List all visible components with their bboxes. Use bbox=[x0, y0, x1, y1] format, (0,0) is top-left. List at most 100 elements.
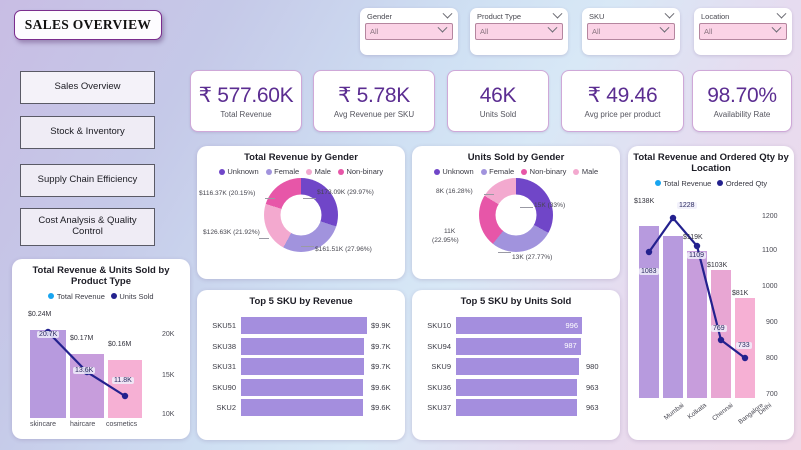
chevron-down-icon[interactable] bbox=[776, 8, 787, 19]
donut-ring[interactable] bbox=[264, 178, 338, 253]
bar-label-haircare: $0.17M bbox=[70, 335, 94, 342]
leader-line bbox=[498, 252, 511, 254]
legend-label: Male bbox=[314, 167, 331, 177]
kpi-avg-price-per-product: ₹ 49.46 Avg price per product bbox=[561, 70, 684, 132]
chart-units-sold-by-gender: Units Sold by Gender Unknown Female Non-… bbox=[412, 146, 620, 279]
legend-item-male[interactable]: Male bbox=[573, 167, 598, 176]
legend-item-male[interactable]: Male bbox=[306, 167, 331, 176]
legend-swatch-icon bbox=[480, 168, 487, 175]
table-row[interactable]: SKU94 987 bbox=[416, 337, 612, 355]
donut-label-female: 13K (27.77%) bbox=[512, 254, 553, 262]
legend-swatch-icon bbox=[573, 168, 580, 175]
bar-kolkata[interactable] bbox=[663, 236, 683, 398]
leader-line bbox=[520, 207, 533, 209]
slicer-gender-value-box[interactable]: All bbox=[365, 22, 453, 40]
legend-item-total-revenue[interactable]: Total Revenue bbox=[48, 292, 105, 301]
table-row[interactable]: SKU38 $9.7K bbox=[201, 337, 397, 355]
row-bar bbox=[241, 358, 365, 376]
legend-label: Male bbox=[581, 167, 599, 177]
chart-legend: Unknown Female Male Non-binary bbox=[197, 163, 405, 176]
chevron-down-icon[interactable] bbox=[771, 22, 782, 33]
chevron-down-icon[interactable] bbox=[437, 22, 448, 33]
ordered-qty-line bbox=[645, 214, 749, 362]
table-row[interactable]: SKU2 $9.6K bbox=[201, 399, 397, 417]
legend-item-female[interactable]: Female bbox=[265, 167, 300, 177]
bar-bangalore[interactable] bbox=[711, 270, 731, 398]
row-label: SKU36 bbox=[427, 382, 451, 392]
row-value: 963 bbox=[586, 403, 599, 413]
row-bar: 987 bbox=[456, 337, 581, 355]
kpi-value: 46K bbox=[479, 83, 517, 107]
page-title: SALES OVERVIEW bbox=[14, 10, 162, 40]
data-point-bangalore bbox=[717, 336, 725, 344]
chevron-down-icon[interactable] bbox=[552, 8, 563, 19]
donut-plot-area: 15K (33%) 13K (27.77%) 11K (22.95%) 8K (… bbox=[412, 176, 620, 268]
slicer-sku-value-box[interactable]: All bbox=[587, 22, 675, 40]
sidebar-item-sales-overview[interactable]: Sales Overview bbox=[20, 71, 155, 104]
chevron-down-icon[interactable] bbox=[547, 22, 558, 33]
donut-ring[interactable] bbox=[479, 178, 553, 253]
table-row[interactable]: SKU51 $9.9K bbox=[201, 317, 397, 335]
legend-swatch-icon bbox=[265, 168, 272, 175]
bar-haircare[interactable] bbox=[70, 354, 104, 418]
bar-label-bangalore: $103K bbox=[707, 262, 728, 269]
row-value: $9.6K bbox=[371, 403, 391, 413]
kpi-label: Total Revenue bbox=[220, 110, 272, 119]
row-track bbox=[241, 358, 367, 376]
legend-label: Female bbox=[274, 167, 300, 177]
kpi-label: Avg Revenue per SKU bbox=[333, 110, 415, 119]
ytick-900: 900 bbox=[766, 319, 778, 326]
slicer-location-value-box[interactable]: All bbox=[699, 22, 787, 40]
legend-item-unknown[interactable]: Unknown bbox=[433, 167, 474, 176]
chevron-down-icon[interactable] bbox=[659, 22, 670, 33]
slicer-location-header: Location bbox=[699, 8, 787, 23]
product-type-plot-area: $0.24M $0.17M $0.16M 20.7K 13.6K 11.8K s… bbox=[26, 311, 144, 428]
line-label-mumbai: 1083 bbox=[639, 268, 659, 275]
table-row[interactable]: SKU9 980 bbox=[416, 358, 612, 376]
table-row[interactable]: SKU31 $9.7K bbox=[201, 358, 397, 376]
table-row[interactable]: SKU36 963 bbox=[416, 378, 612, 396]
legend-item-ordered-qty[interactable]: Ordered Qty bbox=[717, 179, 767, 188]
ytick-10K: 10K bbox=[162, 411, 175, 418]
table-row[interactable]: SKU37 963 bbox=[416, 399, 612, 417]
slicer-product-type-value-box[interactable]: All bbox=[475, 22, 563, 40]
legend-item-female[interactable]: Female bbox=[480, 167, 514, 176]
sku-units-bar-list: SKU10 996 SKU94 987 SKU9 980 SKU36 963 S… bbox=[412, 307, 620, 417]
donut-label-non-binary-1: 11K bbox=[444, 228, 456, 236]
legend-label: Ordered Qty bbox=[725, 178, 768, 188]
legend-item-unknown[interactable]: Unknown bbox=[218, 167, 259, 176]
row-bar bbox=[241, 399, 364, 417]
legend-item-units-sold[interactable]: Units Sold bbox=[110, 292, 154, 301]
legend-item-non-binary[interactable]: Non-binary bbox=[521, 167, 566, 176]
chevron-down-icon[interactable] bbox=[664, 8, 675, 19]
sidebar-item-stock-inventory[interactable]: Stock & Inventory bbox=[20, 116, 155, 149]
slicer-location[interactable]: Location All bbox=[694, 8, 792, 55]
bar-label-cosmetics: $0.16M bbox=[108, 341, 132, 348]
sidebar-item-supply-chain-efficiency[interactable]: Supply Chain Efficiency bbox=[20, 164, 155, 197]
slicer-gender[interactable]: Gender All bbox=[360, 8, 458, 55]
data-point-cosmetics bbox=[121, 392, 129, 400]
bar-chennai[interactable] bbox=[687, 251, 707, 398]
legend-swatch-icon bbox=[110, 293, 117, 300]
chevron-down-icon[interactable] bbox=[442, 8, 453, 19]
row-track bbox=[456, 399, 582, 417]
leader-line bbox=[259, 238, 269, 240]
row-track bbox=[241, 317, 367, 335]
donut-label-non-binary-2: (22.95%) bbox=[432, 237, 459, 245]
legend-item-non-binary[interactable]: Non-binary bbox=[337, 167, 383, 176]
slicer-product-type[interactable]: Product Type All bbox=[470, 8, 568, 55]
slicer-sku-label: SKU bbox=[589, 12, 605, 21]
legend-item-total-revenue[interactable]: Total Revenue bbox=[654, 179, 711, 188]
table-row[interactable]: SKU10 996 bbox=[416, 317, 612, 335]
row-bar: 996 bbox=[456, 317, 582, 335]
slicer-product-type-label: Product Type bbox=[477, 12, 522, 21]
sidebar-item-cost-analysis-quality-control[interactable]: Cost Analysis & Quality Control bbox=[20, 208, 155, 246]
row-track bbox=[241, 399, 367, 417]
ytick-20K: 20K bbox=[162, 331, 175, 338]
table-row[interactable]: SKU90 $9.6K bbox=[201, 378, 397, 396]
line-label-delhi: 733 bbox=[736, 342, 752, 349]
row-label: SKU2 bbox=[216, 403, 236, 413]
row-value: $9.9K bbox=[371, 321, 391, 331]
slicer-sku[interactable]: SKU All bbox=[582, 8, 680, 55]
row-bar bbox=[241, 337, 365, 355]
